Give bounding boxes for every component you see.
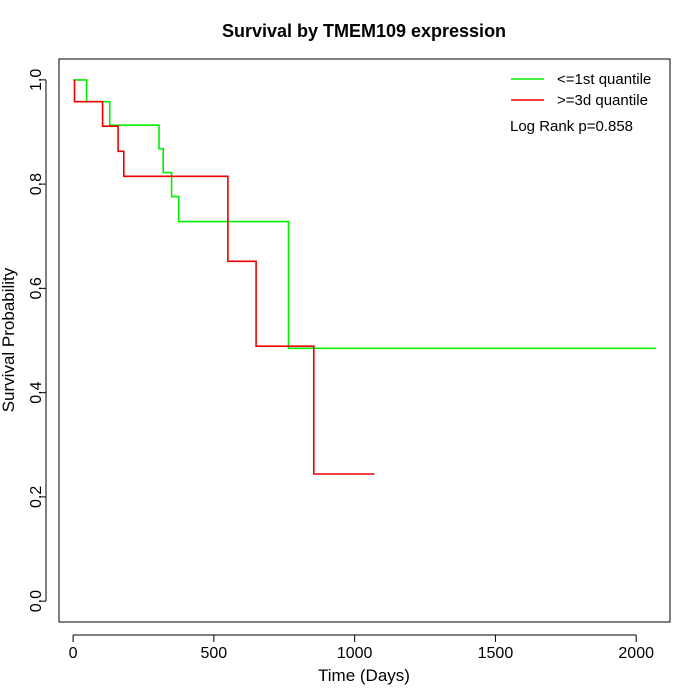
y-tick-label: 0.0 <box>28 590 45 612</box>
y-axis-label: Survival Probability <box>0 267 18 412</box>
series-lines <box>73 79 656 475</box>
chart-title: Survival by TMEM109 expression <box>222 21 506 41</box>
legend-label: <=1st quantile <box>557 71 651 88</box>
x-tick-label: 0 <box>69 645 78 662</box>
y-tick-label: 1.0 <box>28 69 45 91</box>
x-tick-label: 500 <box>201 645 228 662</box>
log-rank-annotation: Log Rank p=0.858 <box>510 118 633 135</box>
x-tick-label: 1000 <box>337 645 373 662</box>
y-tick-label: 0.6 <box>28 277 45 299</box>
survival-curve-2 <box>73 79 375 475</box>
x-tick-label: 1500 <box>478 645 514 662</box>
y-axis: 0.0 0.2 0.4 0.6 0.8 1.0 <box>28 69 47 612</box>
y-tick-label: 0.8 <box>28 173 45 195</box>
y-tick-label: 0.2 <box>28 486 45 508</box>
x-axis-label: Time (Days) <box>318 666 410 685</box>
legend-label: >=3d quantile <box>557 92 648 109</box>
x-tick-label: 2000 <box>618 645 654 662</box>
x-axis: 0 500 1000 1500 2000 <box>69 634 654 662</box>
y-tick-label: 0.4 <box>28 381 45 403</box>
legend: <=1st quantile >=3d quantile <box>511 71 651 109</box>
plot-frame <box>58 58 671 623</box>
